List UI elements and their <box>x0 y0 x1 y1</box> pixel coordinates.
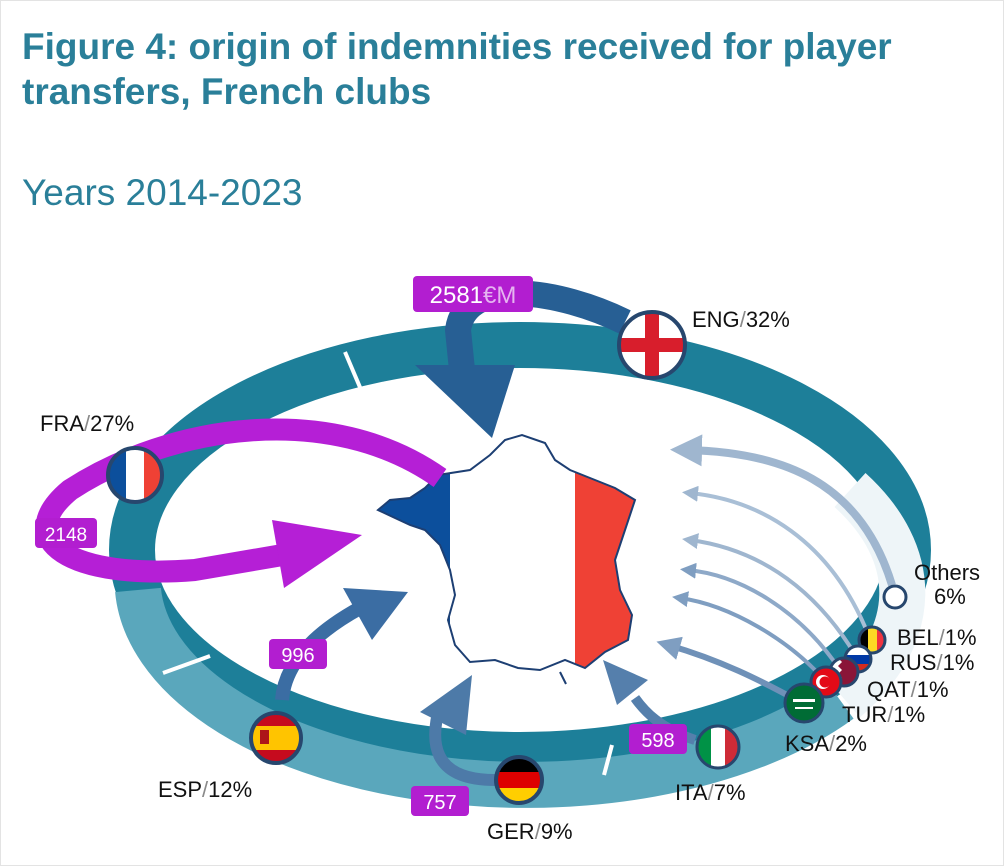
spain-flag-icon <box>249 711 303 765</box>
flow-arrows <box>35 280 896 786</box>
label-eng-code: ENG <box>692 307 740 332</box>
value-fra-box: 2148 <box>35 518 97 548</box>
label-bel-sep: / <box>939 625 946 650</box>
value-eng-box: 2581€M <box>413 276 533 312</box>
label-others-code: Others <box>914 560 980 585</box>
label-eng-pct: 32% <box>746 307 790 332</box>
arrow-bel <box>682 485 870 635</box>
label-qat-pct: 1% <box>917 677 949 702</box>
arrow-ksa <box>656 636 802 705</box>
belgium-flag-icon <box>857 625 887 655</box>
label-fra-pct: 27% <box>90 411 134 436</box>
figure-subtitle: Years 2014-2023 <box>22 172 303 213</box>
value-esp: 996 <box>281 645 314 667</box>
arrow-fra-head <box>272 520 362 588</box>
label-rus-code: RUS <box>890 650 936 675</box>
arrow-esp-head <box>343 588 408 640</box>
arrow-ger-head <box>420 675 472 735</box>
turkey-flag-icon <box>809 665 843 699</box>
label-esp-pct: 12% <box>208 777 252 802</box>
value-eng: 2581 <box>430 282 483 309</box>
label-eng-sep: / <box>740 307 747 332</box>
value-ita-box: 598 <box>629 724 687 754</box>
label-rus-sep: / <box>936 650 943 675</box>
ring-dividers <box>162 351 614 776</box>
arrow-eng-head <box>415 365 515 438</box>
arrow-others <box>670 434 896 587</box>
arrow-tur <box>672 591 828 684</box>
label-bel-code: BEL <box>897 625 939 650</box>
arrow-fra <box>35 418 447 583</box>
label-tur-pct: 1% <box>893 702 925 727</box>
label-ita-sep: / <box>708 780 715 805</box>
value-fra: 2148 <box>45 525 87 546</box>
label-bel-pct: 1% <box>945 625 977 650</box>
italy-flag-icon <box>695 724 741 770</box>
arrow-ita-head <box>603 660 648 705</box>
label-ksa-code: KSA <box>785 731 829 756</box>
label-ita: ITA/7% <box>675 780 746 805</box>
label-ita-code: ITA <box>675 780 708 805</box>
label-esp: ESP/12% <box>158 777 252 802</box>
label-others-pct: 6% <box>934 584 966 609</box>
label-tur-code: TUR <box>842 702 887 727</box>
label-ita-pct: 7% <box>714 780 746 805</box>
arrow-qat <box>680 562 842 672</box>
label-ksa-sep: / <box>829 731 836 756</box>
label-tur-sep: / <box>887 702 894 727</box>
label-fra-sep: / <box>84 411 91 436</box>
germany-flag-icon <box>494 755 544 805</box>
label-rus: RUS/1% <box>890 650 974 675</box>
value-esp-box: 996 <box>269 639 327 669</box>
label-ger-pct: 9% <box>541 819 573 844</box>
france-flag-icon <box>106 446 164 504</box>
label-esp-code: ESP <box>158 777 202 802</box>
label-ger: GER/9% <box>487 819 573 844</box>
label-qat-sep: / <box>911 677 918 702</box>
arrow-rus <box>682 533 858 658</box>
value-ger-box: 757 <box>411 786 469 816</box>
svg-text:2581€M: 2581€M <box>430 282 517 309</box>
label-eng: ENG/32% <box>692 307 790 332</box>
label-fra-code: FRA <box>40 411 84 436</box>
label-ger-sep: / <box>535 819 542 844</box>
england-flag-icon <box>617 310 687 380</box>
label-bel: BEL/1% <box>897 625 977 650</box>
others-circle-icon <box>882 584 908 610</box>
france-white-band <box>450 435 575 670</box>
label-fra: FRA/27% <box>40 411 134 436</box>
value-ger: 757 <box>423 792 456 814</box>
value-ita: 598 <box>641 730 674 752</box>
label-qat: QAT/1% <box>867 677 949 702</box>
label-esp-sep: / <box>202 777 209 802</box>
value-eng-unit: €M <box>483 282 516 309</box>
label-tur: TUR/1% <box>842 702 925 727</box>
label-ksa-pct: 2% <box>835 731 867 756</box>
label-ger-code: GER <box>487 819 535 844</box>
label-qat-code: QAT <box>867 677 911 702</box>
label-ksa: KSA/2% <box>785 731 867 756</box>
figure-title: Figure 4: origin of indemnities received… <box>22 26 892 112</box>
label-rus-pct: 1% <box>943 650 975 675</box>
saudi-arabia-flag-icon <box>783 682 825 724</box>
france-red-band <box>575 435 635 670</box>
